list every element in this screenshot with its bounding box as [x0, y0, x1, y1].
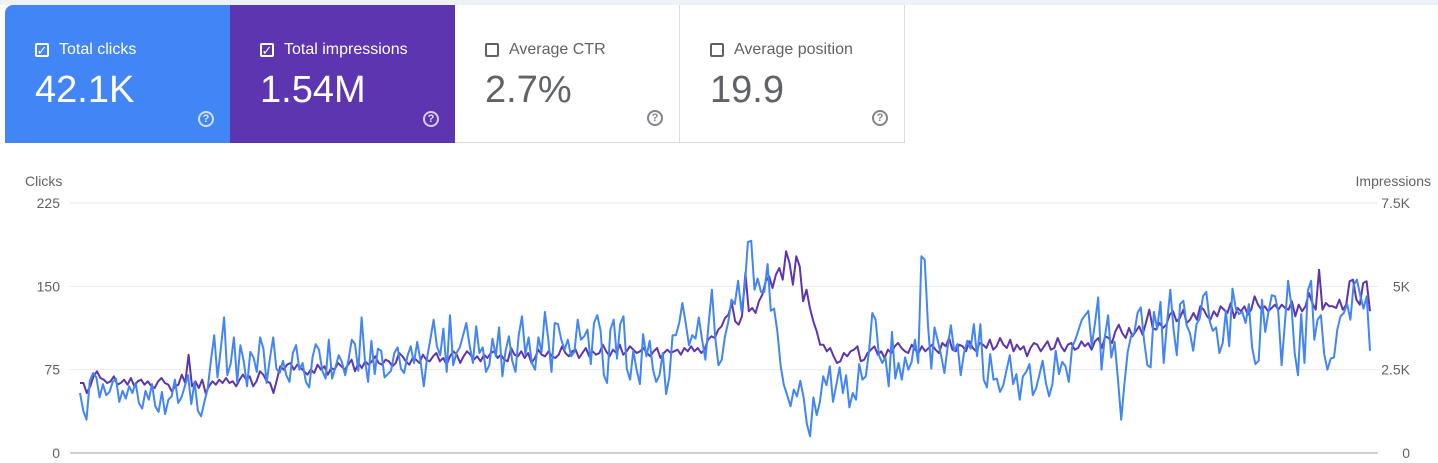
total-impressions-checkbox[interactable]: ✓ [260, 42, 274, 58]
right-axis-title: Impressions [1356, 173, 1431, 189]
total-impressions-header: ✓ Total impressions [260, 41, 408, 59]
right-axis-ticks: 0 2.5K 5K 7.5K [1381, 195, 1410, 461]
average-ctr-header: Average CTR [485, 41, 606, 59]
total-impressions-card[interactable]: ✓ Total impressions 1.54M ? [230, 5, 455, 143]
right-tick-label: 2.5K [1381, 362, 1410, 378]
total-impressions-label: Total impressions [284, 41, 408, 58]
average-position-value: 19.9 [710, 69, 784, 111]
impressions-series-line [80, 250, 1371, 394]
left-tick-label: 75 [44, 362, 60, 378]
average-position-card[interactable]: Average position 19.9 ? [680, 5, 905, 143]
performance-chart: Clicks Impressions 0 75 150 225 0 2.5K 5K 7.5K [25, 173, 1431, 461]
total-impressions-value: 1.54M [260, 69, 366, 111]
average-ctr-label: Average CTR [509, 41, 606, 58]
total-clicks-card[interactable]: ✓ Total clicks 42.1K ? [5, 5, 230, 143]
average-position-label: Average position [734, 41, 853, 58]
total-clicks-header: ✓ Total clicks [35, 41, 136, 59]
left-tick-label: 0 [52, 445, 60, 461]
right-tick-label: 7.5K [1381, 195, 1410, 211]
total-clicks-checkbox[interactable]: ✓ [35, 42, 49, 58]
metric-cards: ✓ Total clicks 42.1K ? ✓ Total impressio… [5, 5, 905, 143]
total-clicks-label: Total clicks [59, 41, 137, 58]
left-tick-label: 225 [37, 195, 61, 211]
help-icon[interactable]: ? [872, 110, 888, 126]
left-axis-ticks: 0 75 150 225 [37, 195, 61, 461]
help-icon[interactable]: ? [198, 111, 214, 127]
top-strip [0, 0, 1438, 5]
help-icon[interactable]: ? [423, 111, 439, 127]
series-lines [79, 239, 1371, 438]
average-ctr-checkbox[interactable] [485, 43, 499, 57]
total-clicks-value: 42.1K [35, 69, 135, 111]
average-position-header: Average position [710, 41, 853, 59]
average-ctr-value: 2.7% [485, 69, 572, 111]
average-ctr-card[interactable]: Average CTR 2.7% ? [455, 5, 680, 143]
right-tick-label: 0 [1402, 445, 1410, 461]
right-tick-label: 5K [1393, 278, 1411, 294]
clicks-series-line [79, 239, 1371, 438]
help-icon[interactable]: ? [647, 110, 663, 126]
gridlines [70, 202, 1378, 454]
average-position-checkbox[interactable] [710, 43, 724, 57]
left-tick-label: 150 [37, 278, 61, 294]
left-axis-title: Clicks [25, 173, 62, 189]
